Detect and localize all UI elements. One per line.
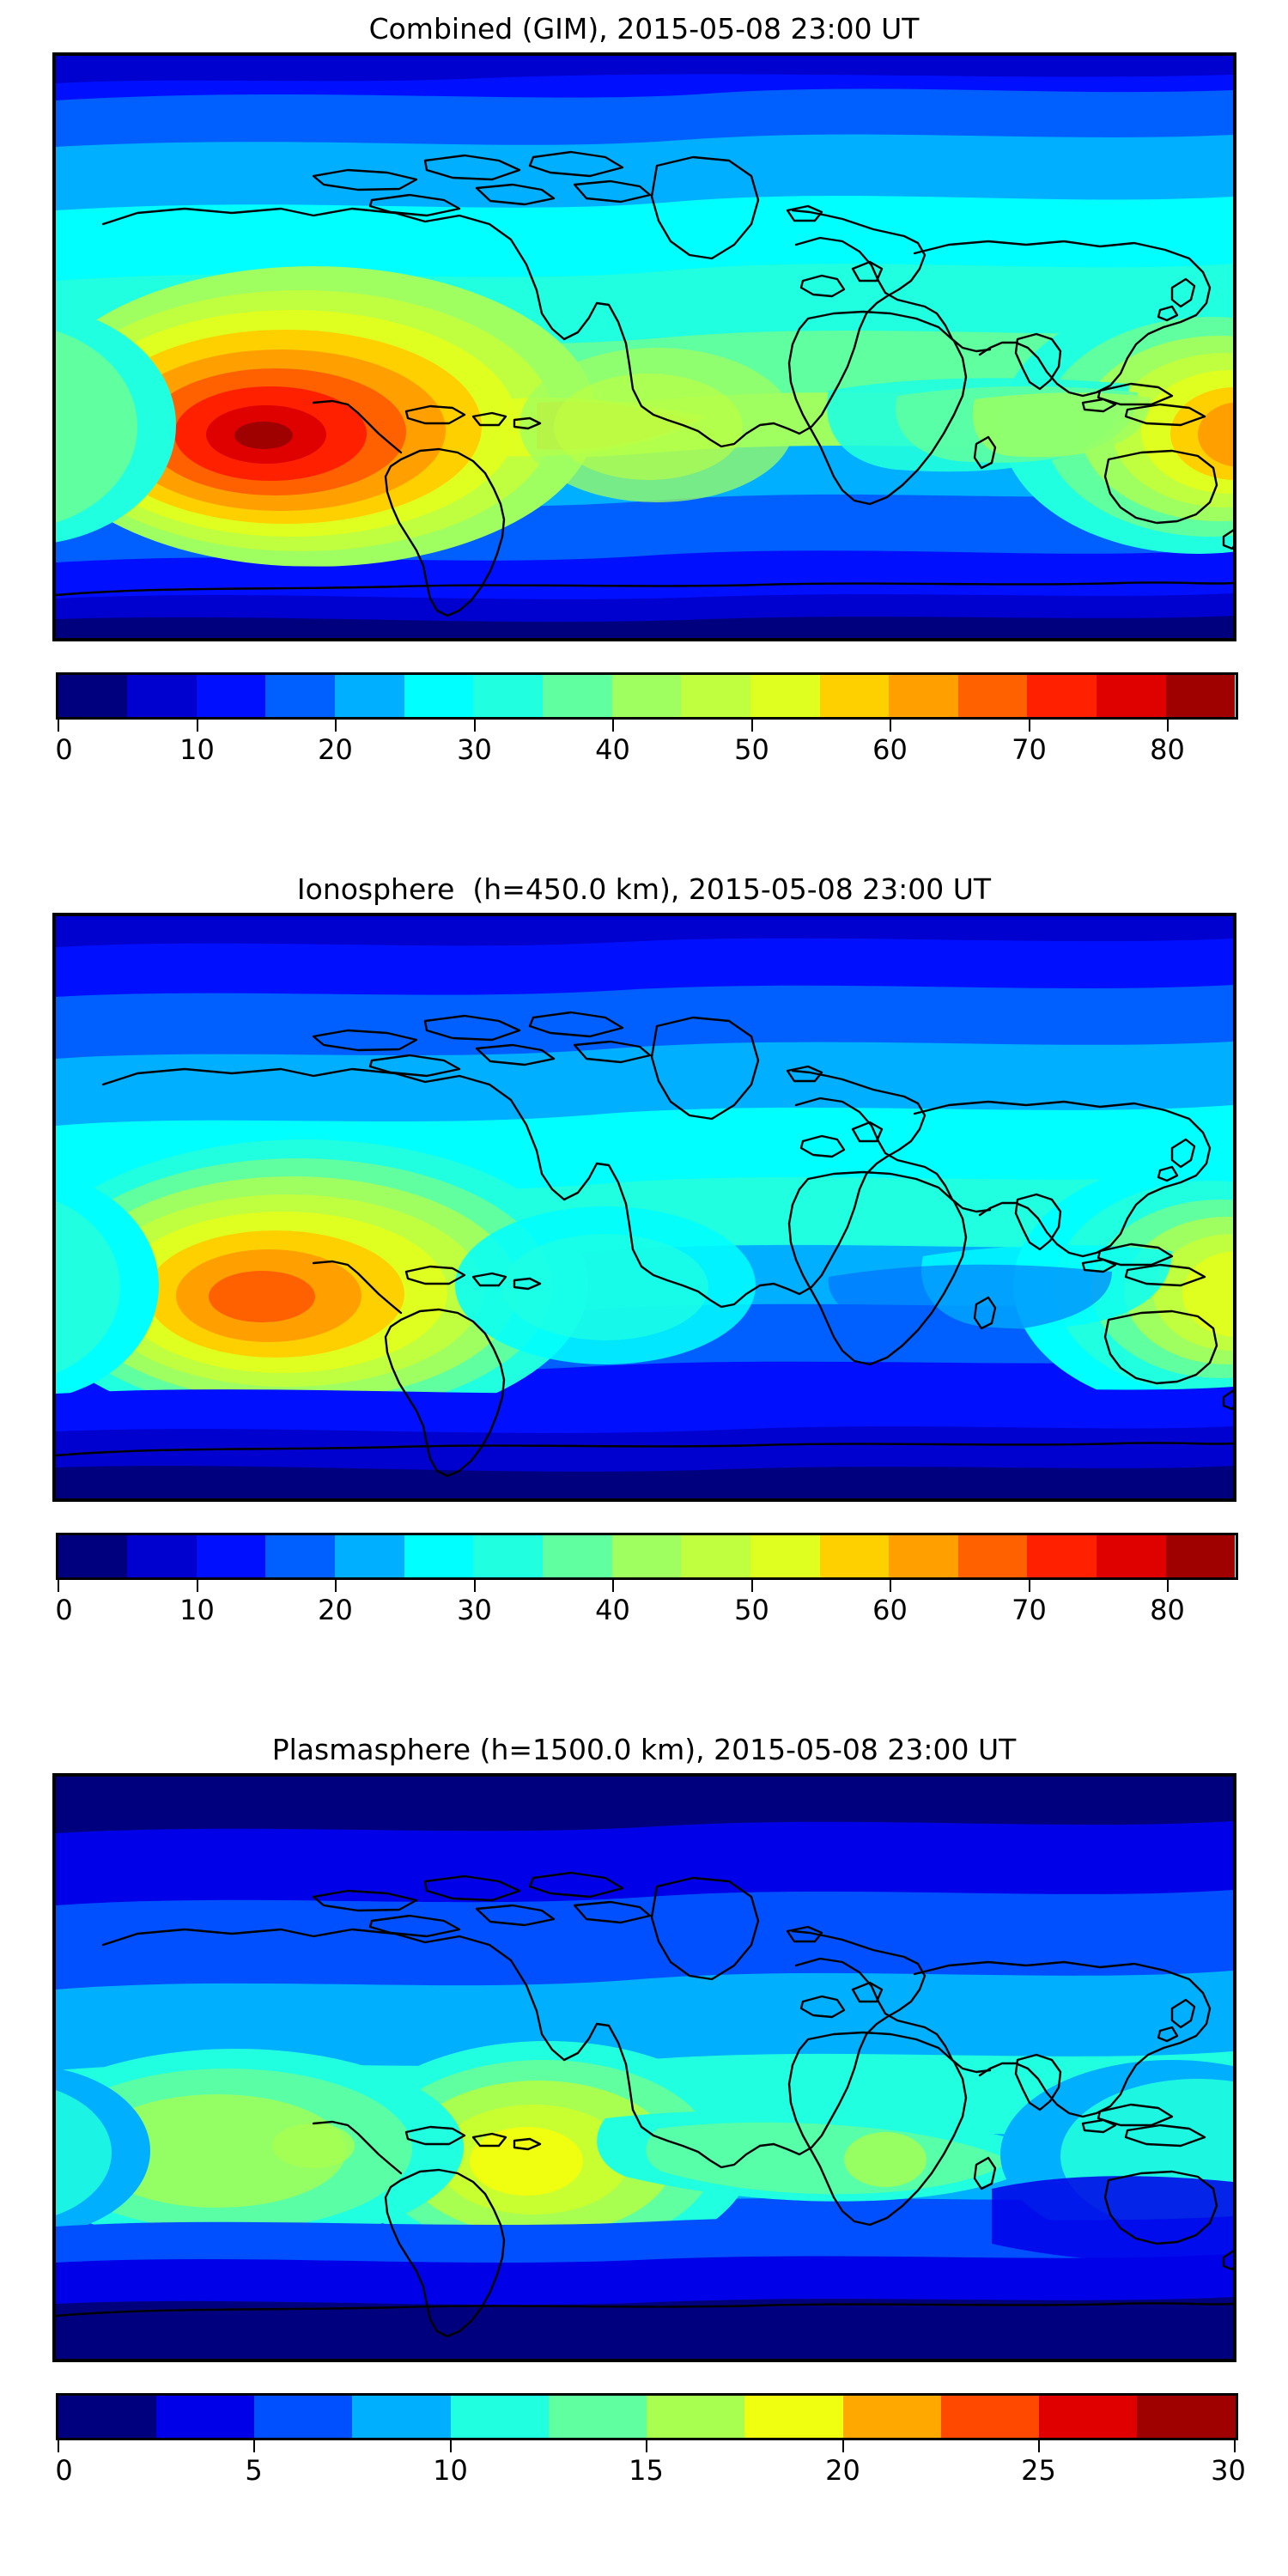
- cbar1-tick-80: 80: [1150, 733, 1185, 766]
- cbar2-tick-0: 0: [55, 1594, 73, 1626]
- colorbar-wrap-combined: 0 10 20 30 40 50 60 70 80: [55, 672, 1238, 773]
- map-ionosphere: [52, 913, 1236, 1502]
- colorbar-labels-combined: 0 10 20 30 40 50 60 70 80: [55, 733, 1238, 773]
- map-combined: [52, 52, 1236, 641]
- cbar2-tick-70: 70: [1012, 1594, 1047, 1626]
- cbar2-tick-40: 40: [595, 1594, 630, 1626]
- cbar1-tick-10: 10: [179, 733, 215, 766]
- colorbar-wrap-plasmasphere: 0 5 10 15 20 25 30: [55, 2393, 1246, 2494]
- cbar2-tick-50: 50: [734, 1594, 769, 1626]
- cbar1-tick-50: 50: [734, 733, 769, 766]
- cbar2-tick-80: 80: [1150, 1594, 1185, 1626]
- cbar3-tick-0: 0: [55, 2454, 73, 2487]
- cbar3-tick-15: 15: [629, 2454, 664, 2487]
- panel-plasmasphere: Plasmasphere (h=1500.0 km), 2015-05-08 2…: [0, 1733, 1288, 2494]
- cbar1-tick-30: 30: [457, 733, 492, 766]
- colorbar-labels-ionosphere: 0 10 20 30 40 50 60 70 80: [55, 1594, 1238, 1633]
- colorbar-wrap-ionosphere: 0 10 20 30 40 50 60 70 80: [55, 1533, 1238, 1633]
- map-contours-combined: [55, 56, 1233, 638]
- panel-title-plasmasphere: Plasmasphere (h=1500.0 km), 2015-05-08 2…: [271, 1733, 1017, 1766]
- map-contours-ionosphere: [55, 916, 1233, 1498]
- cbar1-tick-40: 40: [595, 733, 630, 766]
- cbar1-tick-20: 20: [318, 733, 353, 766]
- cbar3-tick-20: 20: [825, 2454, 860, 2487]
- panel-combined-gim: Combined (GIM), 2015-05-08 23:00 UT: [0, 12, 1288, 773]
- panel-title-combined: Combined (GIM), 2015-05-08 23:00 UT: [368, 12, 920, 46]
- panel-title-ionosphere: Ionosphere (h=450.0 km), 2015-05-08 23:0…: [296, 872, 992, 906]
- cbar1-tick-0: 0: [55, 733, 73, 766]
- cbar2-tick-10: 10: [179, 1594, 215, 1626]
- cbar1-tick-70: 70: [1012, 733, 1047, 766]
- colorbar-plasmasphere: [55, 2393, 1238, 2440]
- panel-ionosphere: Ionosphere (h=450.0 km), 2015-05-08 23:0…: [0, 872, 1288, 1633]
- colorbar-labels-plasmasphere: 0 5 10 15 20 25 30: [55, 2454, 1246, 2494]
- map-plasmasphere: [52, 1773, 1236, 2362]
- colorbar-ticks-ionosphere: [56, 1580, 1238, 1594]
- cbar2-tick-20: 20: [318, 1594, 353, 1626]
- map-contours-plasmasphere: [55, 1777, 1233, 2359]
- cbar2-tick-60: 60: [872, 1594, 908, 1626]
- cbar3-tick-25: 25: [1021, 2454, 1056, 2487]
- cbar1-tick-60: 60: [872, 733, 908, 766]
- cbar3-tick-30: 30: [1211, 2454, 1246, 2487]
- cbar3-tick-10: 10: [433, 2454, 468, 2487]
- colorbar-ticks-plasmasphere: [56, 2440, 1238, 2454]
- colorbar-combined: [55, 672, 1238, 720]
- colorbar-ticks-combined: [56, 720, 1238, 733]
- colorbar-ionosphere: [55, 1533, 1238, 1580]
- cbar2-tick-30: 30: [457, 1594, 492, 1626]
- cbar3-tick-5: 5: [245, 2454, 263, 2487]
